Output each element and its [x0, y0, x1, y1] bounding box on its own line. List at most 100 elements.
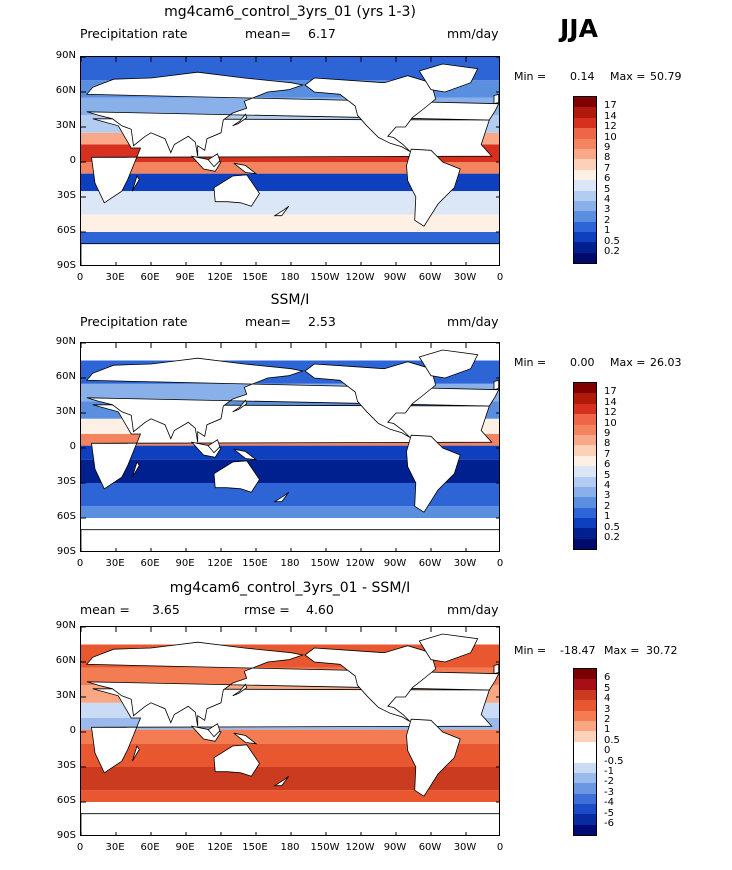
landmass-japan — [232, 683, 248, 697]
colorbar-label: 8 — [604, 152, 611, 164]
colorbar-label: 5 — [604, 183, 611, 195]
landmass-newguinea — [233, 732, 258, 745]
panel-title: mg4cam6_control_3yrs_01 - SSM/I — [169, 580, 411, 596]
colorbar-swatch — [574, 752, 596, 763]
longitude-tick-label: 0 — [496, 558, 504, 569]
colorbar-label: 0.5 — [604, 521, 620, 533]
colorbar-swatch — [574, 486, 596, 498]
colorbar-swatch — [574, 414, 596, 425]
colorbar-swatch — [574, 445, 596, 456]
longitude-tick-label: 180 — [280, 272, 300, 283]
longitude-tick-label: 30W — [453, 558, 477, 569]
landmass-greenland — [418, 63, 479, 93]
world-map-svg — [81, 343, 499, 551]
longitude-tick-label: 150E — [242, 558, 268, 569]
landmass-australia — [213, 174, 260, 207]
colorbar — [573, 668, 597, 837]
field-band — [81, 729, 499, 744]
colorbar — [573, 382, 597, 551]
longitude-tick-label: 90E — [175, 272, 195, 283]
colorbar-label: 3 — [604, 204, 611, 216]
colorbar-swatch — [574, 455, 596, 467]
mean-label: mean= — [245, 26, 291, 41]
colorbar-label: 14 — [604, 396, 617, 408]
colorbar-swatch — [574, 497, 596, 508]
longitude-tick-label: 120E — [207, 272, 233, 283]
latitude-tick-label: 60S — [56, 225, 76, 236]
landmass-japan — [232, 113, 248, 127]
colorbar-label: 4 — [604, 480, 611, 491]
landmass-greenland — [418, 633, 479, 663]
colorbar-swatch — [574, 383, 596, 394]
landmass-newguinea — [233, 162, 258, 175]
colorbar-swatch — [574, 689, 596, 701]
colorbar-swatch — [574, 424, 596, 435]
latitude-tick-label: 30S — [56, 760, 76, 771]
mean-label: mean = — [80, 602, 130, 617]
colorbar-swatch — [574, 507, 596, 519]
landmass-newguinea — [233, 448, 258, 461]
field-band — [81, 191, 499, 215]
colorbar-swatch — [574, 783, 596, 794]
landmass-nz — [273, 491, 290, 503]
colorbar-label: 3 — [604, 490, 611, 502]
longitude-tick-label: 0 — [496, 842, 504, 853]
longitude-tick-label: 120E — [207, 842, 233, 853]
colorbar-label: 1 — [604, 225, 611, 237]
colorbar-label: 6 — [604, 173, 611, 185]
min-label: Min = — [514, 356, 547, 369]
colorbar-label: 8 — [604, 438, 611, 450]
colorbar-label: 5 — [604, 682, 611, 694]
longitude-tick-label: 0 — [76, 558, 84, 569]
colorbar-label: -5 — [604, 807, 614, 819]
landmass-south-america — [406, 718, 461, 797]
colorbar-swatch — [574, 741, 596, 753]
landmass-north-america — [304, 645, 437, 722]
landmass-europe-asia — [85, 641, 499, 727]
latitude-tick-label: 90N — [55, 336, 76, 347]
landmass-nz — [273, 205, 290, 217]
longitude-tick-label: 30W — [453, 842, 477, 853]
colorbar-swatch — [574, 252, 596, 264]
landmass-indonesia — [190, 441, 222, 458]
colorbar-swatch — [574, 466, 596, 477]
colorbar-label: 10 — [604, 417, 617, 429]
colorbar-label: -0.5 — [604, 755, 624, 767]
field-band — [81, 743, 499, 767]
colorbar-swatch — [574, 814, 596, 825]
colorbar-label: 1 — [604, 511, 611, 523]
rmse-value: 4.60 — [306, 602, 334, 617]
longitude-tick-label: 120W — [345, 842, 375, 853]
latitude-tick-label: 60S — [56, 511, 76, 522]
colorbar-label: 4 — [604, 693, 611, 705]
landmass-south-america — [406, 434, 461, 513]
panel-observation: SSM/I Precipitation rate mean= 2.53 mm/d… — [0, 292, 732, 582]
landmass-madagascar — [131, 745, 140, 762]
field-band — [81, 506, 499, 518]
max-label: Max = — [610, 70, 646, 83]
colorbar-label: 0.5 — [604, 235, 620, 247]
colorbar-swatch — [574, 710, 596, 721]
landmass-borneo — [207, 439, 221, 454]
landmass-greenland — [418, 349, 479, 379]
longitude-tick-label: 90E — [175, 842, 195, 853]
longitude-tick-label: 150W — [310, 558, 340, 569]
colorbar-label: 7 — [604, 448, 611, 460]
longitude-tick-label: 30W — [453, 272, 477, 283]
latitude-tick-label: 30S — [56, 476, 76, 487]
colorbar-label: -1 — [604, 766, 614, 777]
landmass-japan — [232, 399, 248, 413]
panel-difference: mg4cam6_control_3yrs_01 - SSM/I mean = 3… — [0, 580, 732, 870]
colorbar-swatch — [574, 232, 596, 243]
longitude-tick-label: 120W — [345, 272, 375, 283]
max-value: 50.79 — [650, 70, 682, 83]
colorbar-label: 2 — [604, 214, 611, 226]
mean-value: 2.53 — [308, 314, 336, 329]
colorbar-label: 1 — [604, 724, 611, 736]
longitude-tick-label: 0 — [496, 272, 504, 283]
latitude-tick-label: 30N — [55, 690, 76, 701]
colorbar-label: 5 — [604, 469, 611, 481]
map-plot — [80, 626, 500, 836]
min-label: Min = — [514, 70, 547, 83]
colorbar-label: 0.5 — [604, 734, 620, 746]
